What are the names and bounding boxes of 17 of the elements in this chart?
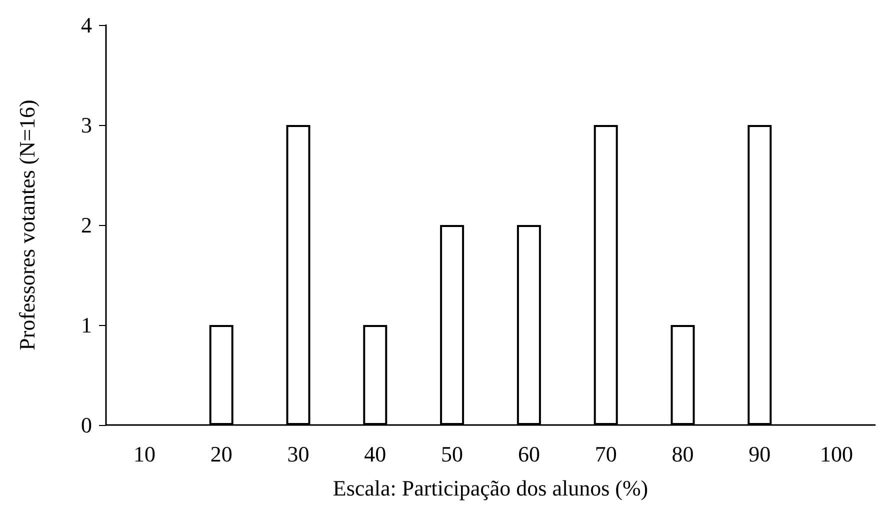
x-tick-label: 20 bbox=[210, 442, 232, 466]
x-tick-label: 30 bbox=[287, 442, 310, 466]
x-tick-label: 70 bbox=[594, 442, 617, 466]
x-tick-label: 60 bbox=[518, 442, 540, 466]
x-tick-label: 40 bbox=[364, 442, 386, 466]
y-tick-label: 3 bbox=[81, 112, 92, 138]
y-tick-label: 1 bbox=[81, 312, 92, 338]
x-tick-label: 80 bbox=[672, 442, 694, 466]
y-tick-label: 0 bbox=[81, 412, 92, 438]
y-axis-title: Professores votantes (N=16) bbox=[14, 100, 40, 350]
y-tick-label: 4 bbox=[81, 12, 92, 38]
x-axis-title: Escala: Participação dos alunos (%) bbox=[332, 476, 648, 500]
x-tick-label: 10 bbox=[133, 442, 156, 466]
x-tick-label: 90 bbox=[748, 442, 771, 466]
x-tick-label: 100 bbox=[820, 442, 854, 466]
y-tick-label: 2 bbox=[81, 212, 92, 238]
x-tick-label: 50 bbox=[441, 442, 464, 466]
